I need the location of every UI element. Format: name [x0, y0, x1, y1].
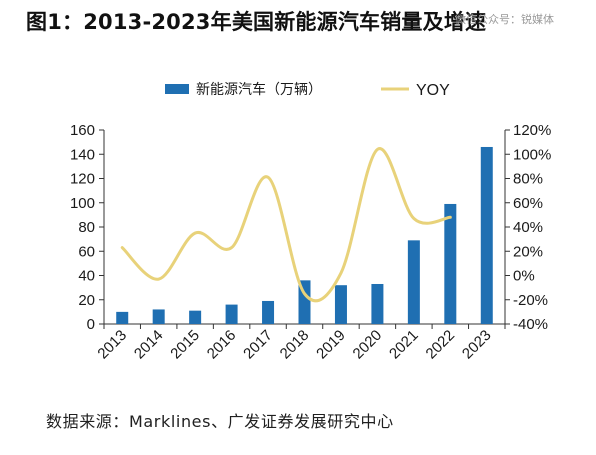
bar-2023	[480, 146, 493, 324]
left-tick-label: 80	[78, 219, 95, 236]
x-tick-label: 2021	[386, 327, 422, 363]
left-tick-label: 20	[78, 292, 95, 309]
bar-2022	[444, 203, 457, 324]
right-tick-label: 120%	[513, 122, 551, 139]
right-tick-label: 60%	[513, 195, 543, 212]
legend: 新能源汽车（万辆） YOY	[165, 81, 450, 99]
right-tick-label: -20%	[513, 292, 548, 309]
x-tick-label: 2023	[459, 327, 495, 363]
bar-2017	[262, 300, 275, 324]
left-tick-label: 160	[70, 122, 95, 139]
x-tick-label: 2017	[240, 327, 276, 363]
legend-bar-swatch	[165, 84, 189, 94]
chart-title: 图1：2013-2023年美国新能源汽车销量及增速	[26, 10, 487, 34]
right-tick-label: 40%	[513, 219, 543, 236]
right-tick-label: 0%	[513, 268, 535, 285]
left-tick-label: 120	[70, 171, 95, 188]
left-tick-label: 100	[70, 195, 95, 212]
bar-2014	[152, 309, 165, 324]
left-tick-label: 140	[70, 146, 95, 163]
bar-2020	[371, 283, 384, 324]
yoy-line-path	[120, 147, 452, 303]
left-tick-label: 40	[78, 268, 95, 285]
x-tick-label: 2020	[350, 327, 386, 363]
x-tick-label: 2016	[204, 327, 240, 363]
bar-2015	[189, 310, 202, 324]
legend-bar-label: 新能源汽车（万辆）	[196, 81, 322, 98]
ticks: 0 20 40 60 80 100 120 140 160 -40% -20% 0% 20% 40% 60%…	[70, 122, 551, 362]
right-tick-label: 20%	[513, 243, 543, 260]
source-note: 数据来源：Marklines、广发证券发展研究中心	[46, 412, 394, 431]
right-tick-label: 80%	[513, 171, 543, 188]
bar-2021	[407, 240, 420, 324]
x-tick-label: 2018	[277, 327, 313, 363]
yoy-line	[120, 147, 452, 303]
right-tick-label: 100%	[513, 146, 551, 163]
bar-2013	[116, 311, 129, 324]
right-tick-label: -40%	[513, 316, 548, 333]
bar-2019	[334, 285, 347, 324]
x-tick-label: 2015	[167, 327, 203, 363]
x-tick-label: 2014	[131, 327, 167, 363]
bars	[116, 146, 493, 324]
x-tick-label: 2022	[423, 327, 459, 363]
bar-2016	[225, 304, 238, 324]
left-tick-label: 0	[87, 316, 95, 333]
x-tick-label: 2013	[94, 327, 130, 363]
x-tick-label: 2019	[313, 327, 349, 363]
legend-line-label: YOY	[416, 82, 450, 99]
left-tick-label: 60	[78, 243, 95, 260]
watermark: 微信公众号：锐媒体	[455, 13, 554, 26]
